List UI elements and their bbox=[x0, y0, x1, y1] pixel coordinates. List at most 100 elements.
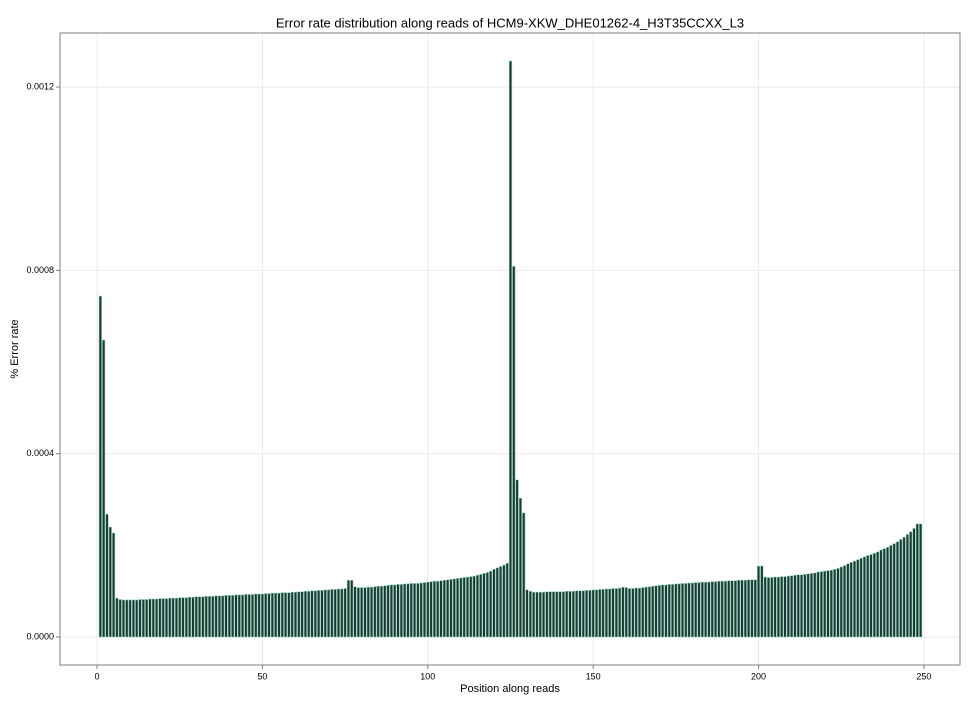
bar bbox=[525, 589, 529, 638]
bar bbox=[680, 583, 685, 638]
bar bbox=[720, 580, 724, 638]
bar bbox=[790, 575, 794, 638]
bar bbox=[151, 598, 155, 638]
bar bbox=[684, 583, 688, 638]
bar bbox=[336, 588, 341, 638]
bar bbox=[125, 599, 129, 638]
bar bbox=[743, 579, 747, 638]
bar bbox=[399, 584, 403, 638]
x-tick-label: 50 bbox=[257, 671, 267, 681]
bar bbox=[412, 583, 417, 638]
bar bbox=[168, 597, 172, 638]
bar bbox=[482, 573, 486, 638]
bar bbox=[432, 580, 437, 638]
bar bbox=[555, 591, 559, 638]
bar bbox=[690, 582, 695, 638]
bar bbox=[320, 589, 324, 638]
bar bbox=[842, 565, 847, 638]
bar bbox=[459, 577, 463, 638]
bar bbox=[254, 593, 258, 638]
bar bbox=[799, 574, 804, 638]
bar bbox=[403, 583, 407, 638]
bar bbox=[727, 580, 731, 638]
chart-title: Error rate distribution along reads of H… bbox=[276, 15, 744, 30]
bar bbox=[188, 596, 192, 638]
bar bbox=[588, 589, 592, 638]
bar bbox=[436, 580, 440, 638]
bar bbox=[283, 592, 288, 638]
x-tick-label: 250 bbox=[916, 671, 931, 681]
bar bbox=[839, 566, 843, 638]
bar bbox=[637, 587, 642, 638]
bar bbox=[909, 531, 913, 638]
bar bbox=[899, 539, 903, 638]
bar bbox=[565, 590, 569, 638]
bar bbox=[730, 580, 734, 638]
bar bbox=[350, 579, 354, 638]
bar bbox=[148, 598, 152, 638]
bar bbox=[416, 583, 420, 638]
bar bbox=[446, 579, 450, 638]
bar bbox=[905, 534, 910, 638]
bar bbox=[492, 568, 496, 638]
bar bbox=[704, 581, 708, 638]
bar bbox=[373, 586, 377, 638]
bar bbox=[541, 591, 546, 638]
bar bbox=[793, 574, 797, 638]
bar bbox=[627, 588, 632, 638]
bar bbox=[548, 591, 552, 638]
bar bbox=[340, 588, 344, 638]
bar bbox=[833, 568, 837, 638]
y-tick-label: 0.0012 bbox=[26, 81, 54, 91]
bar bbox=[287, 592, 291, 638]
bar bbox=[710, 581, 714, 638]
bar bbox=[105, 513, 109, 638]
bar bbox=[657, 584, 661, 638]
bar bbox=[919, 523, 923, 638]
bar bbox=[363, 587, 367, 638]
bar bbox=[234, 594, 238, 638]
bar bbox=[383, 585, 387, 638]
bar bbox=[571, 590, 575, 638]
bar bbox=[495, 567, 499, 638]
bar bbox=[568, 590, 572, 638]
bar bbox=[747, 579, 751, 638]
bar bbox=[687, 582, 691, 638]
bar bbox=[204, 595, 208, 638]
bar bbox=[575, 590, 579, 638]
bar bbox=[598, 589, 602, 638]
bar bbox=[780, 576, 784, 638]
bar bbox=[806, 573, 810, 638]
bar bbox=[214, 595, 218, 638]
bar bbox=[816, 571, 820, 638]
bar bbox=[584, 589, 589, 638]
bar bbox=[581, 590, 585, 638]
bar bbox=[862, 556, 867, 638]
plot-border bbox=[59, 32, 961, 666]
bar bbox=[174, 597, 179, 638]
bar bbox=[872, 552, 876, 638]
bar bbox=[171, 597, 175, 638]
bar bbox=[674, 583, 678, 638]
bar bbox=[323, 589, 327, 638]
bar bbox=[422, 582, 427, 638]
bar bbox=[700, 581, 704, 638]
bar bbox=[264, 593, 268, 638]
bar bbox=[892, 543, 896, 638]
bar bbox=[618, 587, 622, 638]
bar bbox=[604, 588, 609, 638]
bar bbox=[753, 579, 757, 638]
bar bbox=[677, 583, 681, 638]
bar bbox=[138, 599, 142, 638]
bar bbox=[611, 588, 615, 638]
bar bbox=[240, 594, 245, 638]
bar bbox=[654, 585, 658, 638]
bar bbox=[376, 585, 380, 638]
bar bbox=[895, 541, 900, 638]
bar bbox=[303, 590, 308, 638]
bar bbox=[164, 598, 169, 638]
bar bbox=[561, 591, 566, 638]
bar bbox=[651, 585, 655, 638]
bar bbox=[121, 599, 126, 638]
bar bbox=[538, 591, 542, 638]
